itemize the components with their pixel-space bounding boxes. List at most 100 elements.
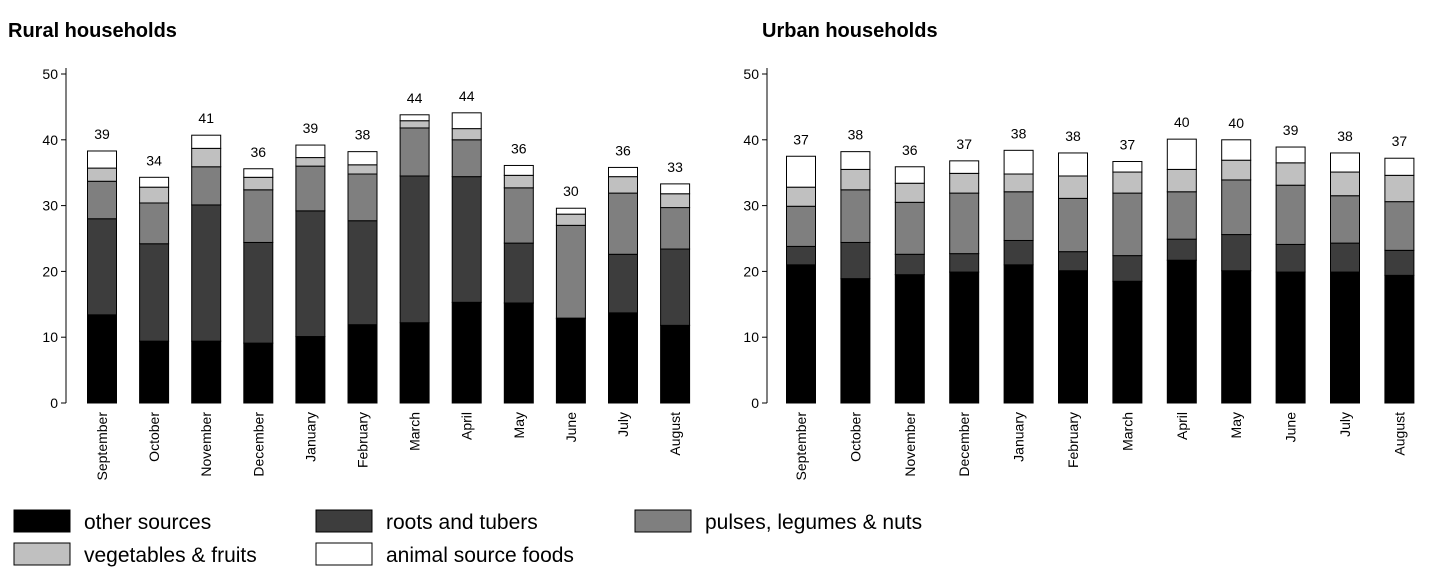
bar-segment: [1275, 162, 1306, 186]
bar-segment: [608, 166, 638, 178]
bar-segment: [295, 144, 326, 159]
bar-segment: [840, 278, 871, 404]
total-label: 39: [94, 126, 110, 142]
bar-segment: [191, 166, 222, 206]
x-tick-label: January: [302, 412, 318, 462]
bar-segment: [786, 186, 816, 207]
bar-segment: [608, 312, 638, 404]
total-label: 37: [956, 136, 972, 152]
x-tick-label: December: [250, 412, 266, 477]
bar-segment: [399, 322, 430, 404]
x-tick-label: October: [146, 412, 162, 462]
x-tick-label: April: [459, 412, 475, 440]
bar-segment: [243, 176, 274, 191]
chart-title: Rural households: [8, 20, 177, 42]
total-label: 38: [1337, 128, 1353, 144]
bar-segment: [1384, 174, 1415, 203]
total-label: 34: [146, 152, 162, 168]
bar-segment: [840, 151, 871, 170]
total-label: 36: [251, 144, 267, 160]
bar-segment: [840, 241, 871, 280]
bar-segment: [347, 220, 378, 326]
bar-segment: [451, 112, 482, 130]
bar-segment: [1058, 197, 1088, 253]
bar-segment: [87, 150, 117, 169]
legend-swatch: [13, 542, 71, 566]
legend-swatch: [13, 509, 71, 533]
bar-segment: [295, 210, 326, 338]
bar-segment: [1058, 251, 1088, 272]
bar-segment: [894, 182, 925, 203]
bar-segment: [191, 134, 222, 149]
bar-segment: [399, 175, 430, 324]
bar-segment: [1221, 159, 1252, 181]
bar-segment: [1003, 149, 1034, 175]
bar-segment: [1058, 175, 1088, 199]
bar-segment: [1384, 201, 1415, 251]
bar-segment: [1058, 270, 1088, 404]
bar-segment: [1003, 239, 1034, 266]
legend-label: vegetables & fruits: [84, 544, 257, 567]
bar-segment: [1166, 259, 1197, 404]
x-tick-label: July: [1337, 412, 1353, 437]
bar-segment: [1003, 173, 1034, 193]
total-label: 37: [1120, 137, 1136, 153]
bar-segment: [1112, 161, 1143, 173]
total-label: 37: [793, 131, 809, 147]
bar-segment: [1384, 249, 1415, 276]
bar-segment: [608, 176, 638, 194]
bar-segment: [1221, 234, 1252, 272]
total-label: 33: [667, 159, 683, 175]
bar-segment: [555, 207, 586, 215]
bar-segment: [503, 164, 534, 176]
bar-segment: [1384, 157, 1415, 176]
bar-segment: [1330, 271, 1360, 404]
bar-segment: [503, 242, 534, 304]
bar-segment: [1221, 179, 1252, 236]
bar-segment: [1330, 195, 1360, 244]
bar-segment: [451, 139, 482, 178]
bar-segment: [660, 324, 691, 404]
bar-segment: [243, 241, 274, 344]
bar-segment: [949, 192, 980, 255]
bar-segment: [786, 205, 816, 247]
bar-segment: [1275, 243, 1306, 273]
bar-segment: [1003, 264, 1034, 404]
bar-segment: [1330, 171, 1360, 197]
x-tick-label: November: [902, 412, 918, 477]
bar-segment: [451, 176, 482, 303]
bar-segment: [87, 314, 117, 404]
bar-segment: [295, 165, 326, 212]
bar-segment: [295, 336, 326, 404]
bar-segment: [786, 245, 816, 266]
y-tick-label: 10: [743, 329, 759, 345]
bar-segment: [1166, 168, 1197, 193]
bar-segment: [894, 201, 925, 255]
bar-segment: [660, 193, 691, 209]
bar-segment: [1221, 270, 1252, 404]
y-tick-label: 10: [42, 329, 58, 345]
legend-swatch: [634, 509, 692, 533]
bar-segment: [347, 173, 378, 222]
bar-segment: [191, 147, 222, 168]
y-tick-label: 50: [42, 66, 58, 82]
bar-segment: [399, 120, 430, 129]
total-label: 38: [1011, 125, 1027, 141]
bar-segment: [1058, 152, 1088, 177]
legend-label: animal source foods: [386, 544, 574, 567]
bar-segment: [399, 127, 430, 177]
bar-segment: [1384, 274, 1415, 404]
bar-segment: [840, 168, 871, 191]
bar-segment: [660, 248, 691, 326]
bar-segment: [1112, 255, 1143, 282]
bar-segment: [608, 192, 638, 255]
bar-segment: [1166, 238, 1197, 261]
bar-segment: [503, 187, 534, 244]
bar-segment: [1112, 280, 1143, 404]
x-tick-label: June: [563, 412, 579, 443]
bar-segment: [949, 172, 980, 194]
bar-segment: [1275, 184, 1306, 245]
bar-segment: [1003, 191, 1034, 241]
legend-swatch: [315, 509, 373, 533]
